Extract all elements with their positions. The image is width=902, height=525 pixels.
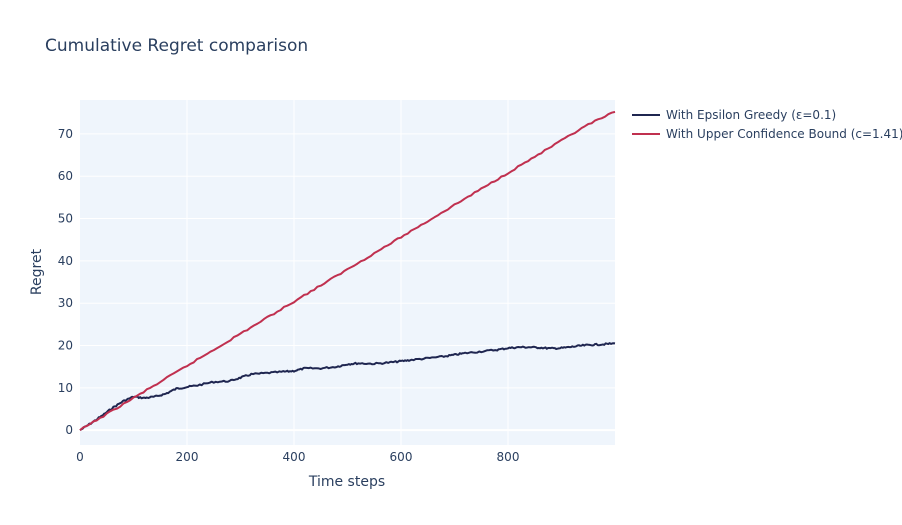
x-tick-label: 0 [76,450,84,464]
plot-area [80,100,615,445]
y-tick-label: 40 [58,254,73,268]
x-tick-label: 600 [390,450,413,464]
y-tick-label: 50 [58,212,73,226]
x-tick-label: 400 [283,450,306,464]
y-tick-label: 20 [58,339,73,353]
series-lines [79,110,616,432]
x-tick-label: 200 [176,450,199,464]
y-tick-label: 30 [58,296,73,310]
legend-label: With Epsilon Greedy (ε=0.1) [666,108,836,122]
y-tick-label: 10 [58,381,73,395]
x-axis-ticks: 0 200 400 600 800 [76,450,519,464]
gridlines [80,100,615,445]
y-tick-label: 70 [58,127,73,141]
x-axis-label: Time steps [308,474,385,490]
y-tick-label: 0 [65,423,73,437]
legend-label: With Upper Confidence Bound (c=1.41) [666,127,902,141]
legend: With Epsilon Greedy (ε=0.1) With Upper Co… [632,108,902,141]
x-tick-label: 800 [497,450,520,464]
chart-title: Cumulative Regret comparison [45,36,308,56]
series-line-2 [79,110,616,431]
y-axis-ticks: 0 10 20 30 40 50 60 70 [58,127,73,437]
y-tick-label: 60 [58,169,73,183]
series-line-1 [79,342,616,432]
y-axis-label: Regret [29,248,45,295]
